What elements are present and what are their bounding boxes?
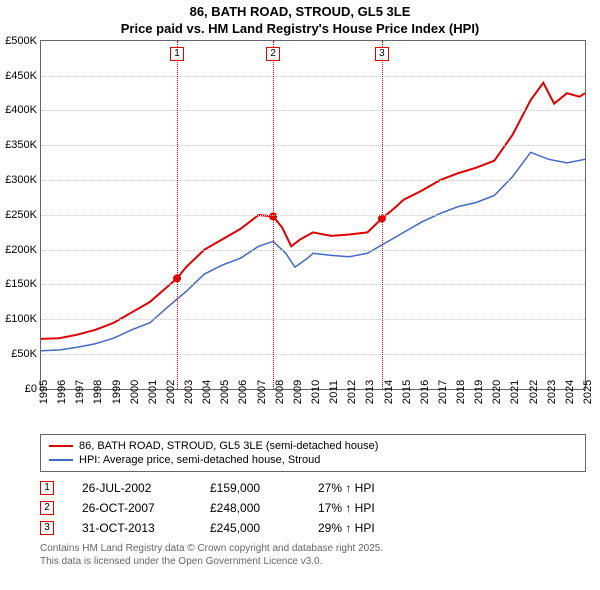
x-tick-label: 2011 xyxy=(328,380,340,404)
x-tick-label: 2025 xyxy=(582,380,594,404)
gridline xyxy=(41,215,585,216)
y-tick-label: £450K xyxy=(5,70,41,82)
x-tick-label: 2023 xyxy=(546,380,558,404)
legend-swatch xyxy=(49,459,73,461)
y-tick-label: £50K xyxy=(11,348,41,360)
y-tick-label: £500K xyxy=(5,35,41,47)
footer-text: Contains HM Land Registry data © Crown c… xyxy=(40,542,586,568)
x-tick-label: 2020 xyxy=(491,380,503,404)
title-line1: 86, BATH ROAD, STROUD, GL5 3LE xyxy=(0,4,600,21)
x-tick-label: 2010 xyxy=(310,380,322,404)
annot-date: 31-OCT-2013 xyxy=(82,521,182,535)
legend-swatch xyxy=(49,445,73,447)
y-tick-label: £400K xyxy=(5,104,41,116)
x-tick-label: 2017 xyxy=(437,380,449,404)
annot-pct: 29% ↑ HPI xyxy=(318,521,375,535)
x-tick-label: 2022 xyxy=(528,380,540,404)
annot-marker-box: 3 xyxy=(40,521,54,535)
y-tick-label: £250K xyxy=(5,209,41,221)
gridline xyxy=(41,180,585,181)
gridline xyxy=(41,354,585,355)
x-tick-label: 2008 xyxy=(274,380,286,404)
x-tick-label: 2002 xyxy=(165,380,177,404)
marker-vline xyxy=(382,41,383,389)
y-tick-label: £300K xyxy=(5,174,41,186)
gridline xyxy=(41,250,585,251)
marker-vline xyxy=(177,41,178,389)
legend-label: HPI: Average price, semi-detached house,… xyxy=(79,454,320,466)
chart-plot-area: £0£50K£100K£150K£200K£250K£300K£350K£400… xyxy=(40,40,586,390)
series-line-hpi xyxy=(41,152,585,350)
annot-date: 26-OCT-2007 xyxy=(82,501,182,515)
legend-box: 86, BATH ROAD, STROUD, GL5 3LE (semi-det… xyxy=(40,434,586,472)
marker-box: 2 xyxy=(266,47,280,61)
gridline xyxy=(41,319,585,320)
gridline xyxy=(41,145,585,146)
x-tick-label: 2019 xyxy=(473,380,485,404)
x-tick-label: 2003 xyxy=(183,380,195,404)
x-tick-label: 2006 xyxy=(237,380,249,404)
annotation-row: 1 26-JUL-2002 £159,000 27% ↑ HPI xyxy=(40,478,586,498)
x-tick-label: 2015 xyxy=(401,380,413,404)
annotation-row: 2 26-OCT-2007 £248,000 17% ↑ HPI xyxy=(40,498,586,518)
y-tick-label: £200K xyxy=(5,244,41,256)
legend-item: HPI: Average price, semi-detached house,… xyxy=(49,453,577,467)
x-tick-label: 1997 xyxy=(74,380,86,404)
annot-marker-box: 2 xyxy=(40,501,54,515)
x-tick-label: 2018 xyxy=(455,380,467,404)
x-tick-label: 1999 xyxy=(111,380,123,404)
gridline xyxy=(41,284,585,285)
x-tick-label: 2024 xyxy=(564,380,576,404)
x-tick-label: 2009 xyxy=(292,380,304,404)
y-tick-label: £350K xyxy=(5,139,41,151)
annotation-row: 3 31-OCT-2013 £245,000 29% ↑ HPI xyxy=(40,518,586,538)
x-tick-label: 2004 xyxy=(201,380,213,404)
annot-pct: 17% ↑ HPI xyxy=(318,501,375,515)
gridline xyxy=(41,110,585,111)
annot-price: £159,000 xyxy=(210,481,290,495)
legend-item: 86, BATH ROAD, STROUD, GL5 3LE (semi-det… xyxy=(49,439,577,453)
x-tick-label: 1996 xyxy=(56,380,68,404)
annot-price: £245,000 xyxy=(210,521,290,535)
x-tick-label: 1995 xyxy=(38,380,50,404)
annotation-table: 1 26-JUL-2002 £159,000 27% ↑ HPI 2 26-OCT-200… xyxy=(40,478,586,538)
annot-price: £248,000 xyxy=(210,501,290,515)
legend-label: 86, BATH ROAD, STROUD, GL5 3LE (semi-det… xyxy=(79,440,378,452)
marker-box: 1 xyxy=(170,47,184,61)
x-tick-label: 2000 xyxy=(129,380,141,404)
footer-line2: This data is licensed under the Open Gov… xyxy=(40,555,586,568)
x-tick-label: 2001 xyxy=(147,380,159,404)
annot-marker-box: 1 xyxy=(40,481,54,495)
marker-box: 3 xyxy=(375,47,389,61)
marker-vline xyxy=(273,41,274,389)
x-tick-label: 2016 xyxy=(419,380,431,404)
x-axis-labels: 1995199619971998199920002001200220032004… xyxy=(40,390,586,430)
chart-container: 86, BATH ROAD, STROUD, GL5 3LE Price pai… xyxy=(0,0,600,590)
title-block: 86, BATH ROAD, STROUD, GL5 3LE Price pai… xyxy=(0,0,600,40)
x-tick-label: 2021 xyxy=(509,380,521,404)
y-tick-label: £150K xyxy=(5,278,41,290)
x-tick-label: 2013 xyxy=(364,380,376,404)
y-tick-label: £100K xyxy=(5,313,41,325)
x-tick-label: 2007 xyxy=(256,380,268,404)
annot-date: 26-JUL-2002 xyxy=(82,481,182,495)
gridline xyxy=(41,76,585,77)
annot-pct: 27% ↑ HPI xyxy=(318,481,375,495)
series-line-price_paid xyxy=(41,83,585,339)
footer-line1: Contains HM Land Registry data © Crown c… xyxy=(40,542,586,555)
x-tick-label: 2012 xyxy=(346,380,358,404)
x-tick-label: 1998 xyxy=(92,380,104,404)
title-line2: Price paid vs. HM Land Registry's House … xyxy=(0,21,600,38)
x-tick-label: 2005 xyxy=(219,380,231,404)
x-tick-label: 2014 xyxy=(383,380,395,404)
